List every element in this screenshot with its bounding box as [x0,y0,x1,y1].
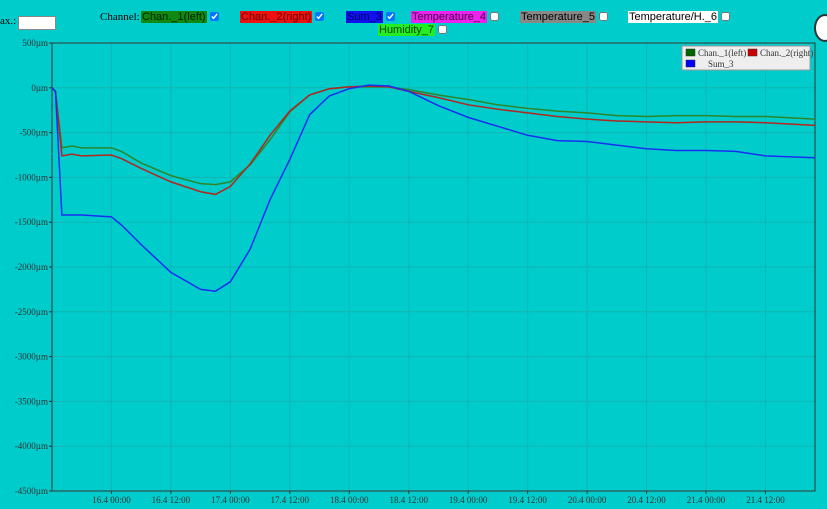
x-tick-label: 18.4 00:00 [330,495,369,505]
channel-checkbox[interactable] [438,25,447,34]
channel-checkbox[interactable] [490,12,499,21]
channel-checkbox[interactable] [315,12,324,21]
x-tick-label: 16.4 00:00 [92,495,131,505]
max-label: ax.: [0,15,17,27]
channel-name: Temperature_4 [411,11,487,23]
series-line [51,85,816,196]
legend-label: Sum_3 [708,59,734,69]
x-tick-label: 20.4 00:00 [568,495,607,505]
x-tick-label: 19.4 12:00 [508,495,547,505]
channel-checkbox[interactable] [386,12,395,21]
y-tick-label: -4500µm [15,486,48,496]
legend-label: Chan._1(left) [698,48,746,58]
channel-checkbox[interactable] [599,12,608,21]
x-tick-label: 19.4 00:00 [449,495,488,505]
x-tick-label: 17.4 00:00 [211,495,250,505]
y-tick-label: -3500µm [15,396,48,406]
y-tick-label: 0µm [31,83,48,93]
legend-swatch [685,59,696,68]
y-tick-label: -2500µm [15,307,48,317]
y-tick-label: -4000µm [15,441,48,451]
x-tick-label: 16.4 12:00 [152,495,191,505]
channel-name: Temperature_5 [520,11,596,23]
series-line [51,84,816,292]
y-tick-label: -1000µm [15,172,48,182]
x-tick-label: 20.4 12:00 [627,495,666,505]
y-tick-label: -1500µm [15,217,48,227]
y-tick-label: -500µm [19,128,48,138]
legend-label: Chan._2(right) [760,48,813,58]
channel-name: Sum_3 [346,11,383,23]
legend-box [681,45,811,71]
y-tick-label: 500µm [22,38,48,48]
legend: Chan._1(left) Chan._2(right) Sum_3 [681,45,813,71]
channel-label: Channel: [100,11,140,23]
x-tick-label: 17.4 12:00 [271,495,310,505]
channel-name: Chan._1(left) [141,11,207,23]
max-input[interactable] [18,16,56,30]
channel-checkbox[interactable] [721,12,730,21]
channel-name: Humidity_7 [378,24,436,36]
plot-border [51,42,816,492]
channel-name: Chan._2(right) [240,11,313,23]
legend-swatch [747,48,758,57]
x-tick-label: 21.4 12:00 [746,495,785,505]
channel-name: Temperature/H._6 [628,11,719,23]
legend-swatch [685,48,696,57]
y-tick-label: -3000µm [15,352,48,362]
channel-checkbox[interactable] [210,12,219,21]
y-tick-label: -2000µm [15,262,48,272]
zoom-icon[interactable] [814,14,827,42]
x-tick-label: 18.4 12:00 [389,495,428,505]
x-tick-label: 21.4 00:00 [687,495,726,505]
